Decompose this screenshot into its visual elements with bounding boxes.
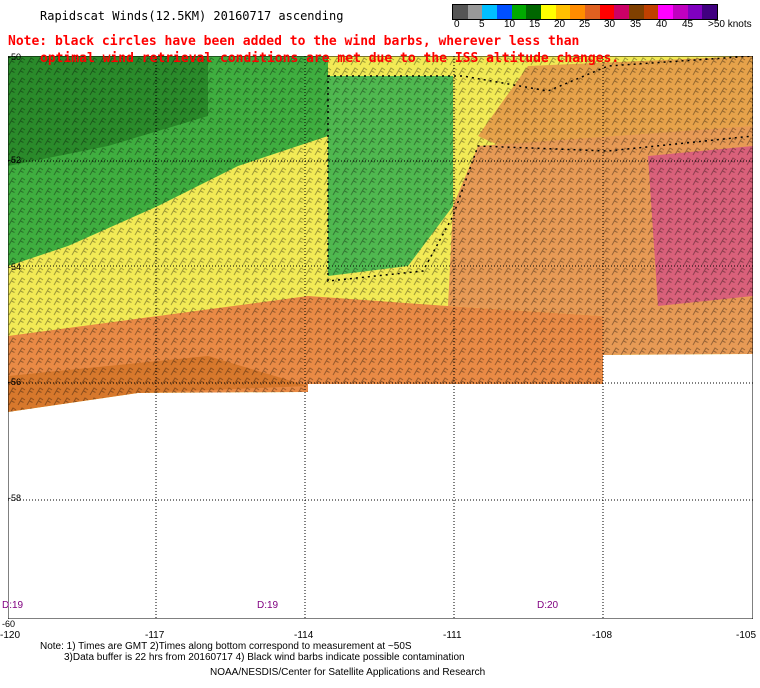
legend-swatch (453, 5, 468, 19)
legend-swatch (702, 5, 718, 19)
lat-label: -52 (8, 155, 22, 165)
note-line-1: Note: black circles have been added to t… (8, 34, 580, 49)
time-label: D:20 (537, 600, 559, 611)
lon-label: -114 (294, 630, 314, 641)
note-line-2: optimal wind retrieval conditions are me… (40, 51, 620, 66)
wind-speed-color-legend (452, 4, 718, 20)
legend-label: 25 (579, 19, 591, 30)
legend-swatch (526, 5, 542, 19)
legend-swatch (497, 5, 512, 19)
footnote-line-2: 3)Data buffer is 22 hrs from 20160717 4)… (64, 652, 465, 663)
legend-swatch (570, 5, 586, 19)
legend-swatch (599, 5, 615, 19)
lat-label: -60 (2, 619, 16, 629)
legend-swatch (467, 5, 483, 19)
legend-label: 30 (604, 19, 616, 30)
legend-swatch (629, 5, 644, 19)
lon-label: -108 (592, 630, 613, 641)
legend-swatch (511, 5, 527, 19)
lat-label: -56 (8, 377, 22, 387)
credit-line: NOAA/NESDIS/Center for Satellite Applica… (210, 667, 486, 678)
lat-label: -50 (8, 52, 22, 62)
legend-swatch (614, 5, 630, 19)
lat-label: -58 (8, 493, 22, 503)
red-note: Note: black circles have been added to t… (8, 33, 619, 67)
legend-labels: 0 5 10 15 20 25 30 35 40 45 >50 knots (452, 19, 760, 33)
legend-label: 15 (529, 19, 541, 30)
graticule (8, 56, 753, 619)
legend-swatch (643, 5, 659, 19)
legend-swatch (482, 5, 498, 19)
legend-label: >50 knots (708, 19, 752, 30)
legend-label: 45 (682, 19, 694, 30)
wind-field (8, 56, 753, 412)
map-title: Rapidscat Winds(12.5KM) 20160717 ascendi… (40, 9, 344, 23)
time-label: D:19 (2, 600, 24, 611)
legend-swatch (541, 5, 556, 19)
legend-label: 5 (479, 19, 485, 30)
lon-label: -111 (443, 630, 462, 641)
lon-label: -117 (145, 630, 165, 641)
wind-barb-map (8, 56, 753, 619)
legend-label: 0 (454, 19, 460, 30)
legend-label: 40 (656, 19, 668, 30)
legend-swatch (687, 5, 703, 19)
legend-swatch (585, 5, 600, 19)
lon-label: -105 (736, 630, 757, 641)
legend-label: 20 (554, 19, 566, 30)
time-label: D:19 (257, 600, 279, 611)
legend-label: 35 (630, 19, 642, 30)
legend-label: 10 (504, 19, 516, 30)
legend-swatch (673, 5, 688, 19)
legend-swatch (658, 5, 674, 19)
legend-swatch (555, 5, 571, 19)
lat-label: -54 (8, 262, 22, 272)
footnote-line-1: Note: 1) Times are GMT 2)Times along bot… (40, 641, 412, 652)
lon-label: -120 (0, 630, 21, 641)
